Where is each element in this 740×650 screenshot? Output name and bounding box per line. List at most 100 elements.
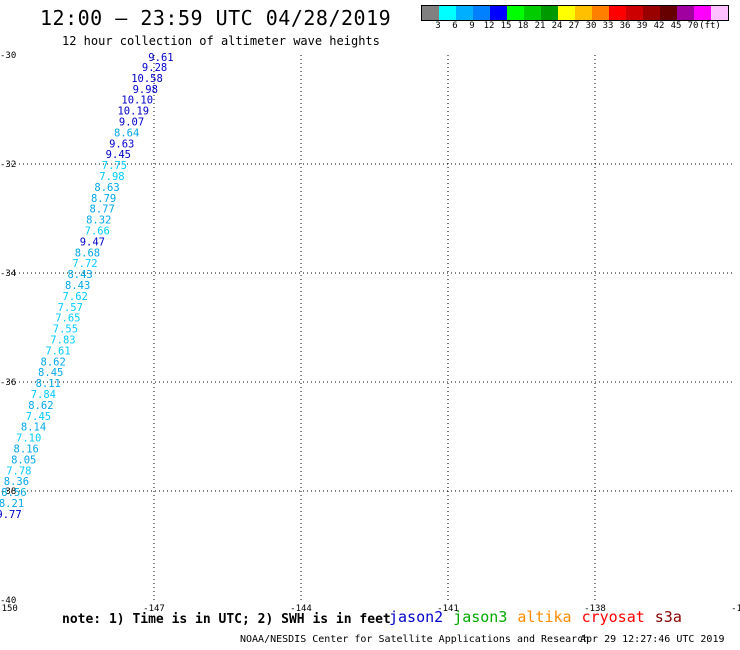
legend-altika: altika: [517, 608, 572, 626]
swh-value: 8.56: [1, 487, 26, 499]
swh-value: 8.11: [36, 378, 61, 390]
scale-swatch: [473, 6, 490, 20]
swh-value: 7.84: [31, 389, 56, 401]
scale-swatch: [694, 6, 711, 20]
scale-label: 21: [534, 21, 546, 31]
scale-label: 12: [483, 21, 495, 31]
color-scale-bar: [421, 5, 729, 21]
scale-label: 9: [469, 21, 475, 31]
scale-swatch: [422, 6, 439, 20]
scale-swatch: [626, 6, 643, 20]
scale-label: 15: [500, 21, 512, 31]
lat-tick-label: -32: [0, 160, 16, 170]
scale-swatch: [541, 6, 558, 20]
swh-value: 8.36: [4, 476, 29, 488]
swh-value: 8.14: [21, 422, 46, 434]
swh-value: 8.62: [41, 356, 66, 368]
scale-label: 45: [670, 21, 682, 31]
swh-value: 8.43: [65, 280, 90, 292]
credit-line: NOAA/NESDIS Center for Satellite Applica…: [240, 634, 590, 645]
scale-label: 6: [452, 21, 458, 31]
scale-label: 24: [551, 21, 563, 31]
swh-value: 10.10: [121, 95, 153, 107]
satellite-legend: jason2 jason3 altika cryosat s3a: [389, 608, 692, 626]
swh-value: 8.79: [91, 193, 116, 205]
swh-value: 8.05: [11, 454, 36, 466]
swh-value: 8.32: [86, 215, 111, 227]
scale-label: 39: [636, 21, 648, 31]
swh-value: 7.75: [102, 160, 127, 172]
lon-tick-label: -147: [143, 604, 165, 614]
swh-value: 9.98: [133, 84, 158, 96]
lat-tick-label: -34: [0, 269, 16, 279]
legend-jason2: jason2: [389, 608, 444, 626]
footnote: note: 1) Time is in UTC; 2) SWH is in fe…: [62, 612, 391, 627]
swh-value: 8.64: [114, 127, 139, 139]
swh-value: 9.45: [106, 149, 131, 161]
timestamp: Apr 29 12:27:46 UTC 2019: [580, 634, 725, 645]
swh-value: 7.98: [99, 171, 124, 183]
swh-value: 7.61: [45, 345, 70, 357]
scale-label: 3: [435, 21, 441, 31]
swh-value: 8.16: [14, 443, 39, 455]
swh-value: 7.72: [72, 258, 97, 270]
scale-swatch: [507, 6, 524, 20]
scale-swatch: [456, 6, 473, 20]
swh-value: 9.77: [0, 509, 22, 521]
swh-value: 7.66: [85, 225, 110, 237]
scale-swatch: [490, 6, 507, 20]
scale-swatch: [439, 6, 456, 20]
scale-swatch: [711, 6, 728, 20]
scale-label: 36: [619, 21, 631, 31]
lon-tick-label: -138: [584, 604, 606, 614]
swh-value: 9.28: [142, 62, 167, 74]
legend-jason3: jason3: [453, 608, 508, 626]
swh-value: 8.63: [94, 182, 119, 194]
scale-label: 70: [687, 21, 699, 31]
scale-label: 27: [568, 21, 580, 31]
scale-label: 33: [602, 21, 614, 31]
scale-swatch: [524, 6, 541, 20]
swh-value: 7.65: [55, 313, 80, 325]
scale-swatch: [677, 6, 694, 20]
swh-value: 7.62: [63, 291, 88, 303]
scale-swatch: [558, 6, 575, 20]
map-title: 12:00 – 23:59 UTC 04/28/2019: [40, 6, 392, 30]
swh-value: 7.45: [26, 411, 51, 423]
legend-s3a: s3a: [654, 608, 682, 626]
swh-value: 10.19: [117, 106, 149, 118]
swh-value: 7.78: [6, 465, 31, 477]
scale-label: (ft): [699, 21, 721, 31]
swh-value: 7.57: [58, 302, 83, 314]
swh-value: 7.83: [50, 334, 75, 346]
swh-value: 7.55: [53, 324, 78, 336]
swh-value: 8.43: [67, 269, 92, 281]
scale-swatch: [609, 6, 626, 20]
lat-tick-label: -38: [0, 487, 16, 497]
lat-tick-label: -40: [0, 596, 16, 606]
swh-value: 8.68: [75, 247, 100, 259]
swh-value: 7.10: [16, 433, 41, 445]
lon-tick-label: -135: [731, 604, 740, 614]
swh-value: 10.58: [131, 73, 163, 85]
swh-value: 8.77: [90, 204, 115, 216]
swh-value: 9.61: [148, 52, 173, 64]
swh-value: 8.45: [38, 367, 63, 379]
map-subtitle: 12 hour collection of altimeter wave hei…: [62, 34, 380, 48]
lon-tick-label: -144: [290, 604, 312, 614]
swh-value: 9.63: [109, 138, 134, 150]
scale-label: 42: [653, 21, 665, 31]
scale-label: 18: [517, 21, 529, 31]
scale-swatch: [643, 6, 660, 20]
scale-swatch: [575, 6, 592, 20]
swh-value: 9.07: [119, 116, 144, 128]
lon-tick-label: -150: [0, 604, 18, 614]
swh-value: 9.47: [80, 236, 105, 248]
scale-swatch: [592, 6, 609, 20]
scale-swatch: [660, 6, 677, 20]
lat-tick-label: -30: [0, 51, 16, 61]
scale-label: 30: [585, 21, 597, 31]
lat-tick-label: -36: [0, 378, 16, 388]
legend-cryosat: cryosat: [581, 608, 645, 626]
